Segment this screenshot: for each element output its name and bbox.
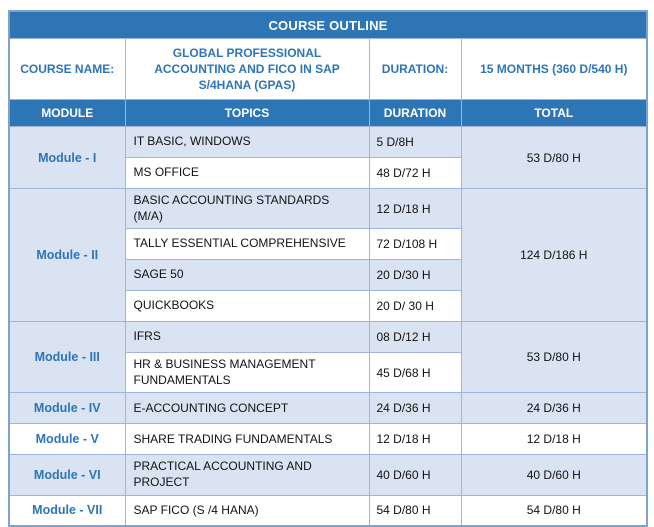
table-row: TALLY ESSENTIAL COMPREHENSIVE 72 D/108 H: [9, 228, 647, 261]
table-row: Module - I IT BASIC, WINDOWS 5 D/8H 53 D/80…: [8, 126, 648, 189]
column-header-module: MODULE: [8, 99, 126, 127]
topic-cell: SHARE TRADING FUNDAMENTALS: [124, 423, 370, 456]
module-name-cell: Module - III: [8, 321, 126, 394]
module-name-cell: Module - V: [8, 423, 126, 456]
column-header-topics: TOPICS: [124, 99, 370, 127]
table-row: Module - IV E-ACCOUNTING CONCEPT 24 D/36 H…: [8, 392, 648, 425]
topic-cell: SAP FICO (S /4 HANA): [124, 494, 370, 527]
topic-cell: MS OFFICE: [124, 157, 370, 189]
module-name-cell: Module - I: [8, 126, 126, 189]
topic-cell: BASIC ACCOUNTING STANDARDS (M/A): [124, 187, 370, 230]
course-duration-label: DURATION:: [368, 38, 462, 100]
course-name-value: GLOBAL PROFESSIONAL ACCOUNTING AND FICO …: [124, 38, 370, 100]
table-row: Module - VI PRACTICAL ACCOUNTING AND PROJ…: [8, 454, 648, 496]
topic-cell: IT BASIC, WINDOWS: [124, 126, 370, 158]
duration-cell: 48 D/72 H: [368, 157, 462, 189]
duration-cell: 08 D/12 H: [368, 321, 462, 354]
module-total-cell: 53 D/80 H: [460, 321, 648, 394]
duration-cell: 24 D/36 H: [368, 392, 462, 425]
module-name-cell: Module - VI: [8, 454, 126, 496]
column-header-duration: DURATION: [368, 99, 462, 127]
module-total-cell: 53 D/80 H: [460, 126, 648, 189]
topic-cell: E-ACCOUNTING CONCEPT: [124, 392, 370, 425]
duration-cell: 5 D/8H: [368, 126, 462, 158]
module-total-cell: 12 D/18 H: [460, 423, 648, 456]
module-total-cell: 124 D/186 H: [460, 187, 648, 323]
duration-cell: 72 D/108 H: [368, 228, 462, 261]
duration-cell: 12 D/18 H: [368, 187, 462, 230]
table-title-row: COURSE OUTLINE: [8, 10, 648, 39]
topic-cell: TALLY ESSENTIAL COMPREHENSIVE: [124, 228, 370, 261]
module-name-cell: Module - II: [8, 187, 126, 323]
column-header-row: MODULE TOPICS DURATION TOTAL: [8, 99, 648, 127]
module-total-cell: 54 D/80 H: [460, 494, 648, 527]
table-row: Module - III IFRS 08 D/12 H 53 D/80 H: [8, 321, 648, 394]
course-outline-table: COURSE OUTLINE COURSE NAME: GLOBAL PROFE…: [8, 10, 649, 527]
column-header-total: TOTAL: [460, 99, 648, 127]
course-outline-section: COURSE OUTLINE COURSE NAME: GLOBAL PROFE…: [8, 10, 649, 527]
table-title: COURSE OUTLINE: [8, 10, 648, 39]
module-name-cell: Module - IV: [8, 392, 126, 425]
topic-cell: IFRS: [124, 321, 370, 354]
table-row: Module - VII SAP FICO (S /4 HANA) 54 D/80 …: [8, 494, 648, 527]
module-total-cell: 24 D/36 H: [460, 392, 648, 425]
table-row: QUICKBOOKS 20 D/ 30 H: [9, 290, 647, 323]
topic-cell: PRACTICAL ACCOUNTING AND PROJECT: [124, 454, 370, 496]
topic-cell: QUICKBOOKS: [124, 290, 370, 323]
table-row: Module - V SHARE TRADING FUNDAMENTALS 12 D…: [8, 423, 648, 456]
table-body: Module - I IT BASIC, WINDOWS 5 D/8H 53 D/80…: [8, 126, 648, 527]
topic-cell: HR & BUSINESS MANAGEMENT FUNDAMENTALS: [124, 352, 370, 394]
topic-cell: SAGE 50: [124, 259, 370, 292]
duration-cell: 45 D/68 H: [368, 352, 462, 394]
table-row: MS OFFICE 48 D/72 H: [9, 157, 647, 189]
course-name-label: COURSE NAME:: [8, 38, 126, 100]
duration-cell: 40 D/60 H: [368, 454, 462, 496]
duration-cell: 54 D/80 H: [368, 494, 462, 527]
duration-cell: 12 D/18 H: [368, 423, 462, 456]
table-row: Module - II BASIC ACCOUNTING STANDARDS (M…: [8, 187, 648, 323]
module-name-cell: Module - VII: [8, 494, 126, 527]
duration-cell: 20 D/30 H: [368, 259, 462, 292]
duration-cell: 20 D/ 30 H: [368, 290, 462, 323]
module-total-cell: 40 D/60 H: [460, 454, 648, 496]
course-duration-value: 15 MONTHS (360 D/540 H): [460, 38, 648, 100]
course-info-row: COURSE NAME: GLOBAL PROFESSIONAL ACCOUNT…: [8, 38, 648, 100]
table-row: HR & BUSINESS MANAGEMENT FUNDAMENTALS 45 …: [9, 352, 647, 394]
